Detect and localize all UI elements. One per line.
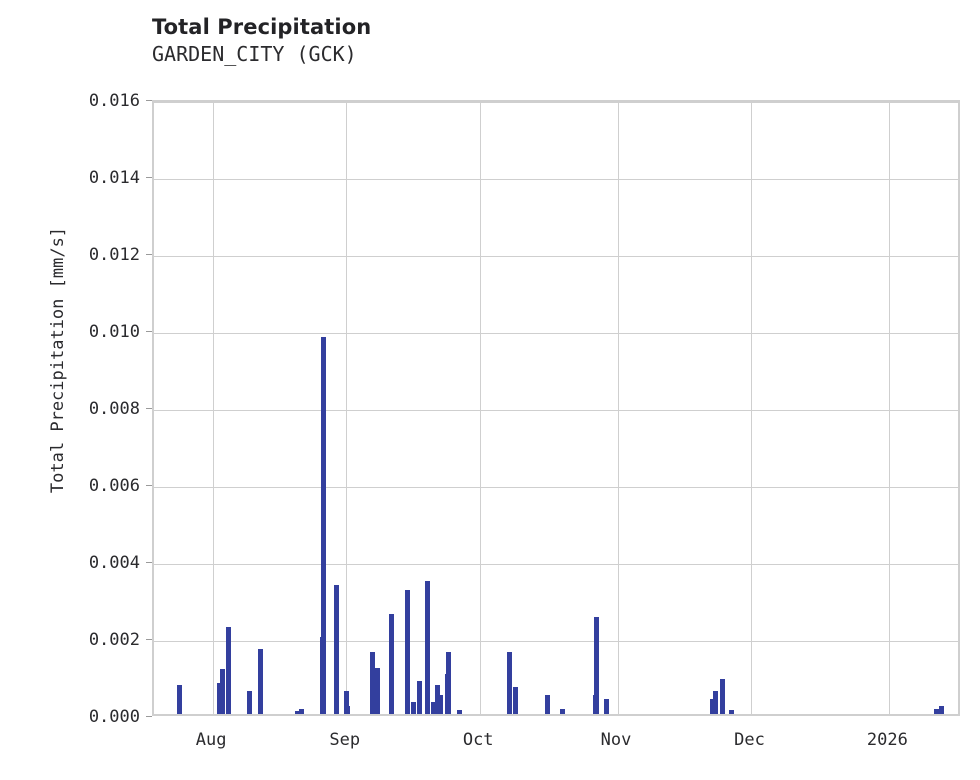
y-gridline <box>154 409 958 411</box>
y-tick-mark <box>146 562 152 563</box>
y-tick-mark <box>146 100 152 101</box>
title-block: Total Precipitation GARDEN_CITY (GCK) <box>152 14 852 67</box>
y-tick-label: 0.002 <box>88 630 140 650</box>
y-tick-mark <box>146 254 152 255</box>
y-gridline <box>154 178 958 180</box>
bar <box>709 698 715 714</box>
y-gridline <box>154 332 958 334</box>
x-gridline <box>751 102 753 714</box>
bar <box>219 668 225 714</box>
bar <box>334 585 340 714</box>
bar <box>344 690 350 714</box>
bar <box>593 616 599 714</box>
y-tick-label: 0.014 <box>88 168 140 188</box>
bar <box>719 679 725 714</box>
y-gridline <box>154 255 958 257</box>
chart-subtitle: GARDEN_CITY (GCK) <box>152 42 357 66</box>
y-tick-label: 0.016 <box>88 91 140 111</box>
bar <box>370 652 376 714</box>
bar <box>559 709 565 714</box>
y-gridline <box>154 640 958 642</box>
bar <box>431 702 437 714</box>
y-tick-mark <box>146 177 152 178</box>
bar <box>345 705 351 714</box>
bar <box>446 652 452 714</box>
x-tick-label: Oct <box>462 730 494 750</box>
x-tick-label: 2026 <box>866 730 908 750</box>
bar <box>295 710 301 714</box>
bar <box>298 709 304 714</box>
y-tick-mark <box>146 716 152 717</box>
bar <box>247 690 253 714</box>
bar <box>938 705 944 714</box>
bar <box>321 336 327 714</box>
x-gridline <box>479 102 481 714</box>
y-tick-label: 0.000 <box>88 707 140 727</box>
chart-title: Total Precipitation <box>152 15 372 39</box>
y-tick-mark <box>146 331 152 332</box>
bar <box>411 702 417 714</box>
x-tick-label: Nov <box>600 730 632 750</box>
bar <box>417 681 423 714</box>
bar <box>389 613 395 714</box>
y-gridline <box>154 101 958 103</box>
x-gridline <box>346 102 348 714</box>
y-axis-label: Total Precipitation [mm/s] <box>48 226 68 494</box>
x-gridline <box>212 102 214 714</box>
plot-area <box>152 100 960 716</box>
bar <box>512 687 518 714</box>
bar <box>933 709 939 714</box>
y-gridline <box>154 486 958 488</box>
bar <box>425 581 431 714</box>
y-tick-mark <box>146 639 152 640</box>
y-tick-mark <box>146 485 152 486</box>
y-tick-label: 0.006 <box>88 476 140 496</box>
y-tick-label: 0.008 <box>88 399 140 419</box>
bar <box>712 690 718 714</box>
bar <box>506 652 512 714</box>
bar <box>405 590 411 714</box>
bar <box>438 694 444 714</box>
bar <box>257 648 263 714</box>
x-tick-label: Dec <box>734 730 765 750</box>
bar <box>728 710 734 714</box>
x-gridline <box>617 102 619 714</box>
y-tick-mark <box>146 408 152 409</box>
x-tick-label: Aug <box>195 730 227 750</box>
y-tick-label: 0.004 <box>88 553 140 573</box>
bar <box>544 694 550 714</box>
x-tick-label: Sep <box>329 730 361 750</box>
x-gridline <box>888 102 890 714</box>
bar <box>457 710 463 714</box>
bar <box>603 698 609 714</box>
y-gridline <box>154 563 958 565</box>
bar <box>375 667 381 714</box>
bar <box>176 685 182 714</box>
y-tick-label: 0.010 <box>88 322 140 342</box>
bar <box>216 683 222 714</box>
bar <box>225 627 231 714</box>
y-tick-label: 0.012 <box>88 245 140 265</box>
bar <box>435 685 441 714</box>
